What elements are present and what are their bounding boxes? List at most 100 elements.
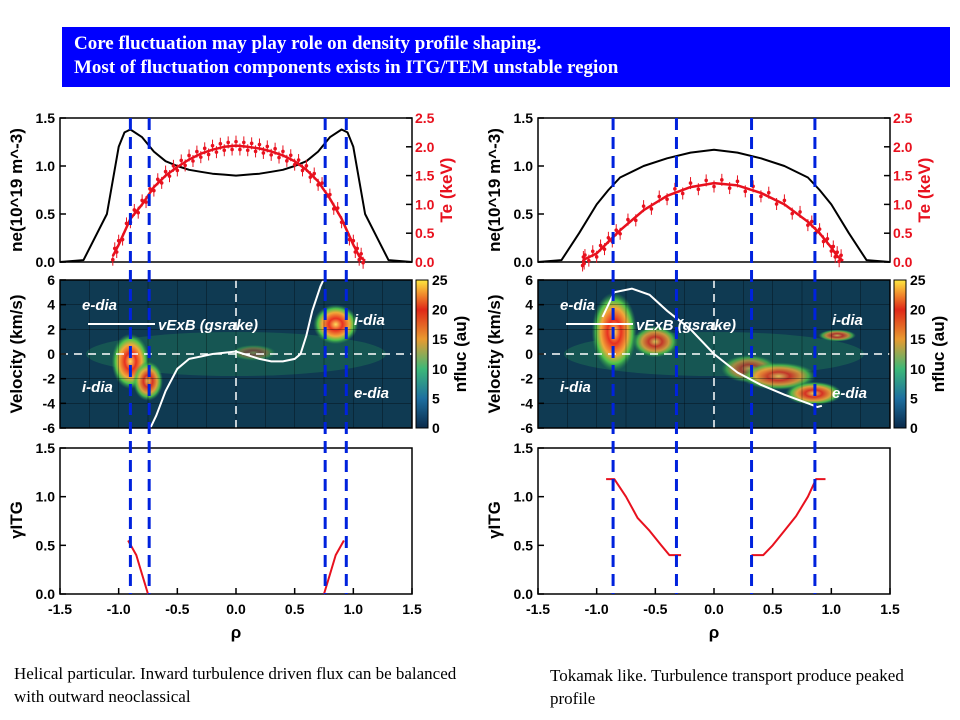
left-xlabel: ρ xyxy=(231,623,242,642)
left-te-point xyxy=(361,260,365,265)
left-te-point xyxy=(171,164,176,168)
left-label-bl: i-dia xyxy=(82,379,113,396)
left-te-point xyxy=(292,162,297,167)
banner-line-2: Most of fluctuation components exists in… xyxy=(74,57,619,78)
right-te-point xyxy=(743,189,748,194)
left-te-point xyxy=(124,221,129,226)
left-top-ytick-r-label: 0.5 xyxy=(415,225,435,241)
right-te-fit-line xyxy=(581,181,844,263)
left-bot-ytick-label: 1.0 xyxy=(36,489,56,505)
left-top-ytick-label: 0.5 xyxy=(36,206,56,222)
right-label-br: e-dia xyxy=(832,385,867,402)
right-bot-ytick-label: 1.0 xyxy=(514,489,534,505)
right-xtick-label: 1.5 xyxy=(880,601,900,617)
left-bot-ytick-label: 1.5 xyxy=(36,440,56,456)
left-mid-ytick-label: 4 xyxy=(47,297,55,313)
right-xtick-label: -0.5 xyxy=(643,601,667,617)
right-te-point xyxy=(720,178,724,182)
left-te-point xyxy=(288,153,293,158)
left-te-point xyxy=(136,210,141,215)
left-te-point xyxy=(257,142,262,147)
left-te-point xyxy=(155,177,160,182)
left-te-point xyxy=(132,208,137,212)
left-colorbar-tick: 15 xyxy=(432,331,448,347)
left-te-point xyxy=(222,148,227,153)
right-te-point xyxy=(680,191,685,196)
right-te-point xyxy=(766,190,771,195)
right-colorbar-tick: 20 xyxy=(910,302,926,318)
left-te-point xyxy=(320,181,324,185)
left-xtick-label: 1.0 xyxy=(344,601,364,617)
left-te-point xyxy=(202,146,207,151)
left-mid-ytick-label: -2 xyxy=(43,371,56,387)
left-xtick-label: 0.5 xyxy=(285,601,305,617)
right-mid-ytick-label: -2 xyxy=(521,371,534,387)
right-te-point xyxy=(587,258,591,263)
right-te-point xyxy=(817,227,822,231)
left-label-exb: vExB (gsrake) xyxy=(158,317,258,334)
figure: 0.0 0.5 1.0 1.5 0.0 0.5 1.0 1.5 2.0 2.5 ne(10^19 m… xyxy=(7,110,948,642)
right-label-bl: i-dia xyxy=(560,379,591,396)
right-colorbar-tick: 0 xyxy=(910,420,918,436)
right-mid-ytick-label: 0 xyxy=(525,346,533,362)
left-spectrogram: e-dia vExB (gsrake) i-dia i-dia e-dia xyxy=(60,280,412,428)
left-top-ylabel: ne(10^19 m^-3) xyxy=(7,128,26,252)
right-spectrogram: e-dia vExB (gsrake) i-dia i-dia e-dia xyxy=(538,280,890,428)
left-te-point xyxy=(351,238,356,243)
left-te-point xyxy=(163,169,168,174)
title-banner: Core fluctuation may play role on densit… xyxy=(62,27,950,87)
right-xtick-label: -1.5 xyxy=(526,601,550,617)
left-te-point xyxy=(144,200,148,204)
left-colorbar xyxy=(415,279,429,429)
left-te-point xyxy=(357,257,362,262)
left-te-point xyxy=(199,155,203,159)
left-colorbar-tick: 10 xyxy=(432,361,448,377)
left-te-point xyxy=(183,163,187,168)
left-te-point xyxy=(316,183,320,187)
left-te-point xyxy=(191,159,195,163)
right-te-point xyxy=(649,207,654,211)
left-colorbar-label: nfluc (au) xyxy=(451,316,470,393)
left-te-point xyxy=(152,188,156,193)
left-te-point xyxy=(111,257,115,262)
right-te-point xyxy=(806,223,810,227)
right-colorbar-tick: 15 xyxy=(910,331,926,347)
right-te-point xyxy=(839,253,843,258)
right-mid-ytick-label: 6 xyxy=(525,272,533,288)
right-te-point xyxy=(606,236,611,240)
right-top-ylabel-right: Te (keV) xyxy=(915,158,934,223)
right-blob xyxy=(818,329,856,342)
right-colorbar xyxy=(893,279,907,429)
right-top-ytick-r-label: 1.5 xyxy=(893,168,913,184)
left-colorbar-tick: 5 xyxy=(432,390,440,406)
right-te-point xyxy=(809,219,814,224)
left-te-point xyxy=(230,147,234,152)
right-te-point xyxy=(825,236,830,241)
left-te-point xyxy=(353,250,358,254)
left-te-point xyxy=(339,220,344,225)
left-te-point xyxy=(114,250,119,254)
right-te-point xyxy=(665,197,669,202)
left-te-point xyxy=(120,237,125,242)
left-te-point xyxy=(277,155,281,160)
right-top-ytick-label: 0.5 xyxy=(514,206,534,222)
left-ne-line xyxy=(59,128,413,263)
right-te-point xyxy=(782,198,787,203)
right-xtick-label: 1.0 xyxy=(822,601,842,617)
right-colorbar-tick: 25 xyxy=(910,272,926,288)
left-te-point xyxy=(245,148,250,153)
right-label-tl: e-dia xyxy=(560,297,595,314)
right-top-ytick-r-label: 2.5 xyxy=(893,110,913,126)
right-label-exb: vExB (gsrake) xyxy=(636,317,736,334)
right-xlabel: ρ xyxy=(709,623,720,642)
right-te-point xyxy=(582,261,586,266)
left-colorbar-tick: 20 xyxy=(432,302,448,318)
left-te-point xyxy=(187,153,191,158)
right-bot-ylabel: γITG xyxy=(485,501,504,539)
right-te-point xyxy=(829,249,834,253)
right-te-point xyxy=(833,255,838,259)
right-colorbar-tick: 5 xyxy=(910,390,918,406)
right-top-ytick-label: 0.0 xyxy=(514,254,534,270)
left-top-ytick-r-label: 1.0 xyxy=(415,196,435,212)
left-label-tl: e-dia xyxy=(82,297,117,314)
